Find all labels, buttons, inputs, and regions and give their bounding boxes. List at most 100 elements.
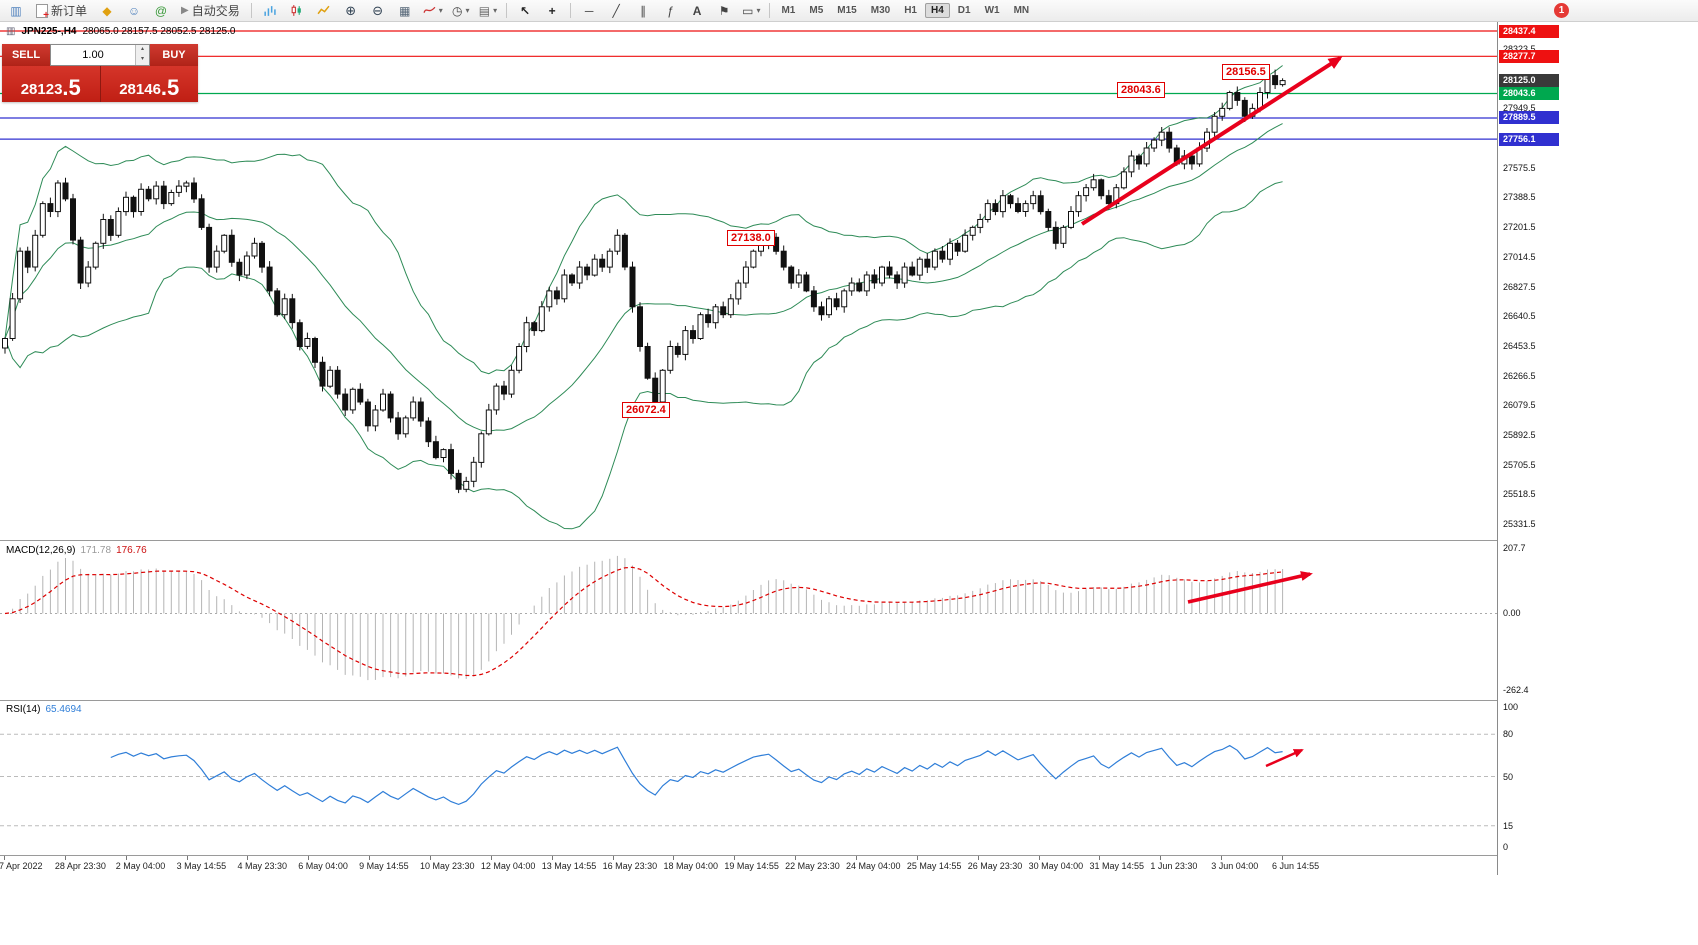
trendline-icon[interactable]: ╱ — [612, 3, 620, 18]
time-tick — [1099, 856, 1101, 860]
candlestick-chart-icon[interactable] — [284, 1, 310, 21]
buy-button[interactable]: BUY — [150, 44, 198, 66]
autotrade-button[interactable]: ▶ 自动交易 — [175, 1, 246, 21]
line-chart-icon[interactable] — [311, 1, 337, 21]
chart-title: ▥ JPN225-,H4 28065.0 28157.5 28052.5 281… — [6, 26, 235, 37]
price-line-label: 27889.5 — [1499, 111, 1559, 125]
price-callout[interactable]: 27138.0 — [727, 230, 775, 246]
trend-arrow[interactable] — [1265, 748, 1304, 768]
templates-dropdown[interactable]: ▤ ▾ — [478, 3, 498, 18]
price-line-label: 27756.1 — [1499, 132, 1559, 146]
time-axis-label: 6 May 04:00 — [298, 861, 348, 871]
panel-separator[interactable] — [0, 700, 1561, 701]
price-line-label: 28437.4 — [1499, 24, 1559, 38]
time-axis-label: 25 May 14:55 — [906, 861, 962, 871]
crosshair-icon[interactable]: + — [548, 3, 556, 18]
time-axis-label: 12 May 04:00 — [480, 861, 536, 871]
channel-icon[interactable]: ∥ — [640, 3, 647, 18]
price-callout[interactable]: 28043.6 — [1117, 82, 1165, 98]
chart-window-icon[interactable]: ▥ — [10, 3, 22, 18]
trend-arrow[interactable] — [1187, 571, 1313, 604]
time-axis-label: 13 May 14:55 — [541, 861, 597, 871]
bar-chart-icon[interactable] — [257, 1, 283, 21]
macd-signal-value: 176.76 — [116, 545, 147, 556]
volume-up-button[interactable]: ▴ — [136, 45, 149, 55]
price-callout[interactable]: 26072.4 — [622, 402, 670, 418]
fibonacci-icon[interactable]: ƒ — [666, 3, 674, 18]
macd-histogram[interactable] — [5, 555, 1284, 681]
chevron-down-icon: ▾ — [465, 6, 470, 15]
panel-separator[interactable] — [0, 540, 1561, 541]
timeframe-button-w1[interactable]: W1 — [984, 5, 1000, 16]
horizontal-line-icon[interactable]: ─ — [584, 3, 594, 18]
price-scale-label: 25518.5 — [1503, 489, 1536, 500]
timeframe-button-mn[interactable]: MN — [1013, 5, 1030, 16]
chevron-down-icon: ▾ — [438, 6, 443, 15]
one-click-trading-panel[interactable]: SELL ▴ ▾ BUY 28123.5 28146.5 — [2, 44, 198, 102]
price-callout[interactable]: 28156.5 — [1222, 64, 1270, 80]
new-order-label: 新订单 — [51, 4, 88, 18]
chart-icon: ▥ — [6, 26, 16, 37]
volume-input[interactable] — [51, 48, 135, 62]
time-tick — [490, 856, 492, 860]
timeframe-button-h1[interactable]: H1 — [904, 5, 917, 16]
time-tick — [734, 856, 736, 860]
time-axis-label: 2 May 04:00 — [115, 861, 166, 871]
price-chart-canvas[interactable] — [0, 22, 1497, 540]
buy-price[interactable]: 28146.5 — [100, 66, 198, 102]
person-icon[interactable]: ☺ — [127, 3, 141, 18]
indicators-dropdown[interactable]: ▾ — [419, 1, 447, 21]
autotrade-label: 自动交易 — [191, 4, 240, 18]
price-scale-label: 27014.5 — [1503, 251, 1536, 262]
periods-dropdown[interactable]: ◷ ▾ — [452, 3, 470, 18]
bollinger-band[interactable] — [4, 65, 1283, 375]
rsi-scale-label: 100 — [1503, 702, 1519, 712]
zoom-out-icon[interactable]: ⊖ — [372, 2, 384, 18]
sell-button[interactable]: SELL — [2, 44, 50, 66]
time-tick — [977, 856, 979, 860]
volume-field[interactable]: ▴ ▾ — [50, 44, 150, 66]
cursor-icon[interactable]: ↖ — [520, 3, 531, 18]
time-tick — [186, 856, 188, 860]
time-axis-label: 3 Jun 04:00 — [1211, 861, 1259, 871]
autotrade-icon: ▶ — [181, 5, 189, 16]
label-flag-icon[interactable]: ⚑ — [718, 3, 730, 18]
main-toolbar: ▥ 新订单 ◆ ☺ @ ▶ 自动交易 ⊕ ⊖ ▦ ▾ ◷ ▾ ▤ ▾ ↖ + ─… — [0, 0, 1698, 22]
timeframe-button-m15[interactable]: M15 — [837, 5, 857, 16]
time-axis[interactable]: 27 Apr 2022 28 Apr 23:30 2 May 04:00 3 May … — [0, 856, 1497, 874]
macd-label: MACD(12,26,9) 171.78 176.76 — [6, 545, 147, 556]
text-icon[interactable]: A — [692, 3, 702, 18]
price-scale-label: 26266.5 — [1503, 370, 1536, 381]
price-scale-label: 27575.5 — [1503, 162, 1536, 173]
new-order-button[interactable]: 新订单 — [30, 1, 93, 21]
sell-price[interactable]: 28123.5 — [2, 66, 101, 102]
time-axis-label: 24 May 04:00 — [846, 861, 901, 871]
timeframe-button-m30[interactable]: M30 — [870, 5, 891, 16]
bollinger-band[interactable] — [4, 123, 1283, 432]
chevron-down-icon: ▾ — [756, 6, 761, 15]
tile-windows-icon[interactable]: ▦ — [399, 3, 411, 18]
candles[interactable] — [2, 69, 1286, 494]
volume-down-button[interactable]: ▾ — [136, 55, 149, 65]
rsi-line[interactable] — [110, 744, 1283, 806]
macd-canvas[interactable] — [0, 540, 1497, 700]
trend-arrow[interactable] — [1080, 56, 1343, 226]
timeframe-button-d1[interactable]: D1 — [957, 5, 971, 16]
time-tick — [1282, 856, 1284, 860]
price-scale[interactable]: 100805015028323.528136.527949.527762.527… — [1497, 22, 1562, 875]
panel-separator[interactable] — [0, 855, 1561, 856]
rsi-canvas[interactable] — [0, 700, 1497, 855]
time-tick — [4, 856, 5, 860]
globe-icon[interactable]: @ — [154, 3, 168, 18]
shapes-dropdown[interactable]: ▭ ▾ — [742, 3, 761, 18]
macd-signal-line[interactable] — [4, 566, 1283, 677]
price-scale-label: 26827.5 — [1503, 281, 1536, 292]
notification-badge[interactable]: 1 — [1554, 3, 1569, 18]
timeframe-button-h4[interactable]: H4 — [924, 3, 950, 18]
timeframe-button-m5[interactable]: M5 — [809, 5, 824, 16]
timeframe-button-m1[interactable]: M1 — [781, 5, 796, 16]
time-tick — [125, 856, 127, 860]
zoom-in-icon[interactable]: ⊕ — [345, 2, 357, 18]
bollinger-band[interactable] — [4, 181, 1283, 530]
diamond-icon[interactable]: ◆ — [102, 3, 112, 18]
